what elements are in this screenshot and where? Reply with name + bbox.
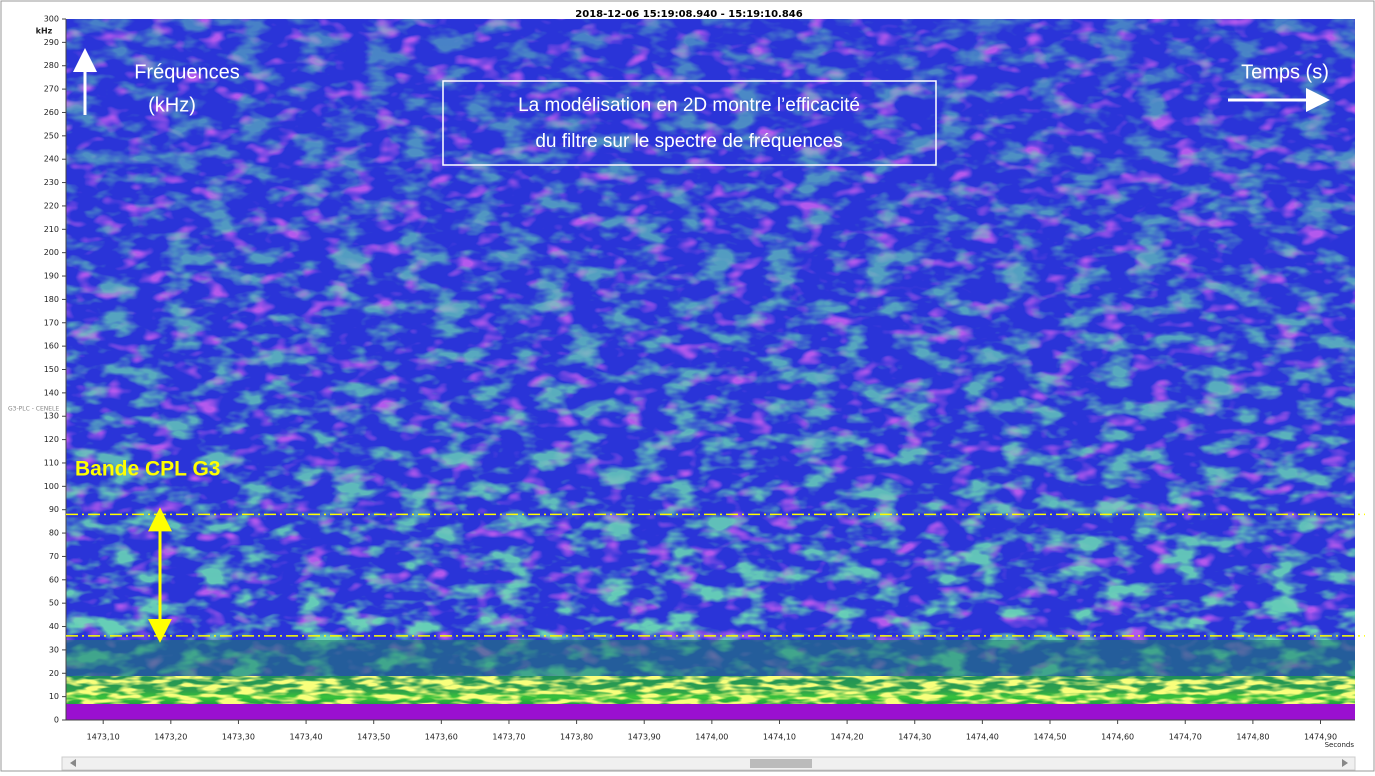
x-tick-label: 1474,20 bbox=[831, 733, 864, 742]
x-tick-label: 1473,90 bbox=[628, 733, 661, 742]
x-tick-label: 1473,50 bbox=[357, 733, 390, 742]
x-tick-label: 1474,90 bbox=[1304, 733, 1337, 742]
y-tick-label: 260 bbox=[44, 108, 59, 117]
y-tick-label: 250 bbox=[44, 131, 59, 140]
note: La modélisation en 2D montre l’efficacit… bbox=[518, 95, 860, 116]
frequency-label: Fréquences bbox=[134, 61, 240, 83]
x-tick-label: 1473,20 bbox=[154, 733, 187, 742]
x-tick-label: 1474,80 bbox=[1236, 733, 1269, 742]
y-tick-label: 170 bbox=[44, 318, 59, 327]
y-tick-label: 190 bbox=[44, 272, 59, 281]
channel-label: G3-PLC - CENELE bbox=[8, 406, 59, 413]
x-tick-label: 1473,70 bbox=[492, 733, 525, 742]
x-tick-label: 1474,60 bbox=[1101, 733, 1134, 742]
y-unit: kHz bbox=[36, 27, 53, 36]
scrollbar bbox=[61, 756, 1356, 771]
x-tick-label: 1474,40 bbox=[966, 733, 999, 742]
y-tick-label: 70 bbox=[49, 552, 59, 561]
scroll-left[interactable] bbox=[70, 759, 76, 767]
y-tick-label: 240 bbox=[44, 155, 59, 164]
x-tick-label: 1473,80 bbox=[560, 733, 593, 742]
x-tick-label: 1474,70 bbox=[1169, 733, 1202, 742]
note-box bbox=[442, 80, 937, 166]
y-tick-label: 200 bbox=[44, 248, 59, 257]
y-tick-label: 80 bbox=[49, 529, 59, 538]
y-tick-label: 10 bbox=[49, 692, 59, 701]
y-tick-label: 210 bbox=[44, 225, 59, 234]
y-tick-label: 50 bbox=[49, 599, 59, 608]
band-label: Bande CPL G3 bbox=[75, 458, 220, 481]
y-tick-label: 160 bbox=[44, 342, 59, 351]
spectrogram bbox=[66, 19, 1355, 720]
y-tick-label: 220 bbox=[44, 201, 59, 210]
x-tick-label: 1474,50 bbox=[1033, 733, 1066, 742]
y-tick-label: 230 bbox=[44, 178, 59, 187]
x-tick-label: 1474,00 bbox=[695, 733, 728, 742]
y-tick-label: 290 bbox=[44, 38, 59, 47]
time-label: Temps (s) bbox=[1241, 61, 1329, 83]
y-tick-label: 270 bbox=[44, 85, 59, 94]
frequency-label: (kHz) bbox=[148, 94, 196, 116]
x-tick-label: 1474,10 bbox=[763, 733, 796, 742]
y-tick-label: 150 bbox=[44, 365, 59, 374]
y-tick-label: 300 bbox=[44, 15, 59, 24]
y-tick-label: 120 bbox=[44, 435, 59, 444]
y-tick-label: 30 bbox=[49, 645, 59, 654]
scroll-right[interactable] bbox=[1342, 759, 1348, 767]
chart-title: 2018-12-06 15:19:08.940 - 15:19:10.846 bbox=[575, 9, 802, 20]
y-tick-label: 0 bbox=[54, 716, 59, 725]
y-tick-label: 40 bbox=[49, 622, 59, 631]
y-tick-label: 60 bbox=[49, 575, 59, 584]
y-tick-label: 280 bbox=[44, 61, 59, 70]
y-tick-label: 130 bbox=[44, 412, 59, 421]
y-tick-label: 140 bbox=[44, 388, 59, 397]
y-tick-label: 90 bbox=[49, 505, 59, 514]
x-tick-label: 1473,60 bbox=[425, 733, 458, 742]
y-tick-label: 180 bbox=[44, 295, 59, 304]
y-tick-label: 110 bbox=[44, 458, 59, 467]
x-tick-label: 1474,30 bbox=[898, 733, 931, 742]
x-unit: Seconds bbox=[1325, 741, 1355, 749]
x-tick-label: 1473,40 bbox=[290, 733, 323, 742]
scroll-thumb[interactable] bbox=[750, 759, 812, 768]
y-tick-label: 20 bbox=[49, 669, 59, 678]
y-tick-label: 100 bbox=[44, 482, 59, 491]
note: du filtre sur le spectre de fréquences bbox=[535, 131, 842, 152]
x-tick-label: 1473,30 bbox=[222, 733, 255, 742]
x-tick-label: 1473,10 bbox=[87, 733, 120, 742]
